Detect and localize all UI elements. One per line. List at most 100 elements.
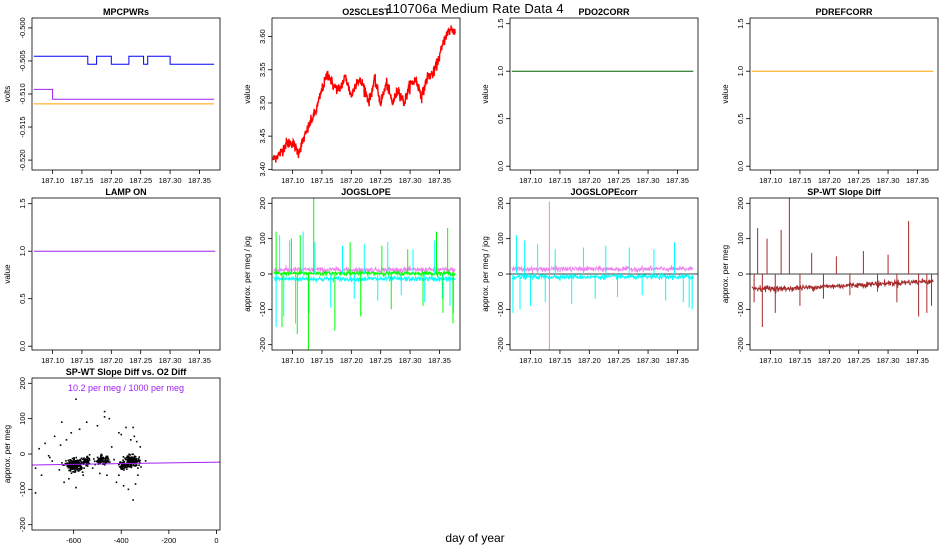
spwtvso2-point — [102, 460, 105, 463]
pdrefcorr-title: PDREFCORR — [815, 7, 873, 17]
spwtvso2-point — [99, 459, 102, 462]
spwtvso2-point — [71, 457, 74, 460]
spwtvso2-point — [67, 464, 69, 467]
spwtvso2-point — [119, 461, 121, 464]
spwtvso2-point — [82, 460, 85, 463]
pdrefcorr-xtick-label: 187.35 — [906, 176, 929, 185]
spwtvso2-point — [122, 459, 124, 462]
spwtvso2-point — [75, 459, 78, 462]
spwtvso2-point — [76, 464, 79, 466]
spwtvso2-outlier-point — [65, 439, 68, 441]
spwtvso2-point — [69, 468, 72, 471]
jogslope-data — [273, 198, 456, 350]
spwtvso2-point — [92, 458, 95, 460]
spwtvso2-outlier-point — [115, 481, 118, 484]
jogslope-ytick-label: 200 — [258, 197, 267, 210]
o2sclest-xtick-label: 187.25 — [369, 176, 392, 185]
spwtvso2-outlier-point — [99, 472, 101, 475]
jogslope-frame — [271, 197, 461, 351]
spwtvso2-point — [121, 466, 124, 469]
jogslopecorr-xtick-label: 187.20 — [578, 356, 601, 365]
o2sclest-ylabel: value — [243, 84, 252, 104]
spwtvso2-point — [74, 460, 76, 463]
spwtvso2-point — [130, 459, 133, 462]
spwtvso2-point — [109, 461, 111, 463]
spwtvso2-outlier-point — [51, 460, 54, 462]
spwtvso2-ytick-label: -200 — [18, 517, 27, 532]
pdo2corr-ytick-label: 0.5 — [496, 113, 505, 123]
page-title: 110706a Medium Rate Data 4 — [386, 1, 564, 16]
spwtvso2-point — [76, 466, 79, 468]
pdo2corr-xtick-label: 187.35 — [666, 176, 689, 185]
o2sclest-xtick-label: 187.30 — [399, 176, 422, 185]
spwtvso2-point — [78, 470, 80, 472]
spwtslope-ytick-label: -100 — [736, 302, 745, 317]
panel-jogslopecorr: JOGSLOPEcorr approx. per meg / jog 187.10 1… — [481, 187, 699, 365]
lampon-ylabel: value — [3, 264, 12, 284]
spwtvso2-point — [129, 464, 132, 467]
spwtvso2-point — [70, 459, 72, 462]
spwtvso2-outlier-point — [40, 474, 43, 477]
spwtvso2-point — [100, 455, 102, 457]
spwtvso2-point — [72, 460, 74, 462]
spwtvso2-point — [83, 457, 85, 459]
spwtvso2-point — [75, 465, 77, 467]
spwtvso2-point — [74, 471, 76, 474]
pdo2corr-ytick-label: 1.0 — [496, 66, 505, 76]
spwtvso2-point — [68, 469, 70, 472]
spwtvso2-point — [100, 457, 103, 459]
spwtvso2-point — [93, 460, 96, 463]
spwtvso2-point — [125, 456, 128, 459]
lampon-ytick-label: 1.5 — [18, 198, 27, 208]
spwtvso2-point — [71, 467, 73, 469]
spwtvso2-point — [129, 457, 132, 459]
spwtvso2-outlier-point — [118, 474, 120, 477]
spwtvso2-point — [96, 460, 99, 462]
spwtvso2-point — [105, 462, 107, 465]
spwtvso2-point — [88, 459, 91, 461]
mpcpwrs-frame — [31, 17, 221, 171]
pdrefcorr-xtick-label: 187.15 — [788, 176, 811, 185]
spwtvso2-point — [70, 460, 72, 463]
spwtvso2-point — [81, 471, 84, 473]
spwtvso2-point — [71, 468, 74, 471]
spwtvso2-point — [124, 457, 126, 459]
spwtvso2-outlier-point — [110, 446, 113, 448]
jogslope-title: JOGSLOPE — [341, 187, 391, 197]
jogslope-ytick-label: 0 — [258, 272, 267, 276]
spwtvso2-point — [144, 460, 147, 462]
lampon-xtick-label: 187.10 — [41, 356, 64, 365]
spwtvso2-outlier-point — [106, 474, 108, 477]
panel-lampon: LAMP ON value 187.10 187.15 187.20 187.25 187.… — [3, 187, 221, 365]
spwtvso2-point — [80, 466, 83, 468]
spwtvso2-point — [69, 467, 71, 469]
lampon-frame — [31, 197, 221, 351]
spwtvso2-point — [138, 464, 140, 466]
spwtvso2-point — [70, 465, 73, 468]
spwtvso2-point — [128, 465, 130, 467]
spwtvso2-point — [76, 465, 79, 467]
mpcpwrs-ytick-label: -0.500 — [18, 17, 27, 38]
pdo2corr-xtick-label: 187.20 — [578, 176, 601, 185]
o2sclest-ytick-label: 3.45 — [258, 129, 267, 144]
spwtvso2-point — [138, 459, 140, 461]
spwtvso2-point — [72, 460, 75, 463]
pdo2corr-xtick-label: 187.15 — [548, 176, 571, 185]
lampon-ytick-label: 0.5 — [18, 293, 27, 303]
o2sclest-xtick-label: 187.35 — [428, 176, 451, 185]
spwtvso2-point — [73, 457, 75, 459]
o2sclest-ytick-label: 3.60 — [258, 29, 267, 44]
spwtvso2-outlier-point — [49, 456, 51, 459]
pdrefcorr-ytick-label: 1.5 — [736, 18, 745, 28]
spwtvso2-point — [101, 457, 104, 459]
spwtvso2-point — [122, 456, 125, 458]
spwtvso2-point — [73, 464, 76, 466]
spwtslope-xtick-label: 187.35 — [906, 356, 929, 365]
spwtslope-xtick-label: 187.15 — [788, 356, 811, 365]
spwtvso2-point — [121, 468, 124, 471]
spwtvso2-outlier-point — [68, 477, 70, 480]
spwtvso2-ytick-label: 200 — [18, 377, 27, 390]
pdrefcorr-ytick-label: 0.0 — [736, 161, 745, 171]
o2sclest-frame — [271, 17, 461, 171]
spwtslope-frame — [749, 197, 939, 351]
